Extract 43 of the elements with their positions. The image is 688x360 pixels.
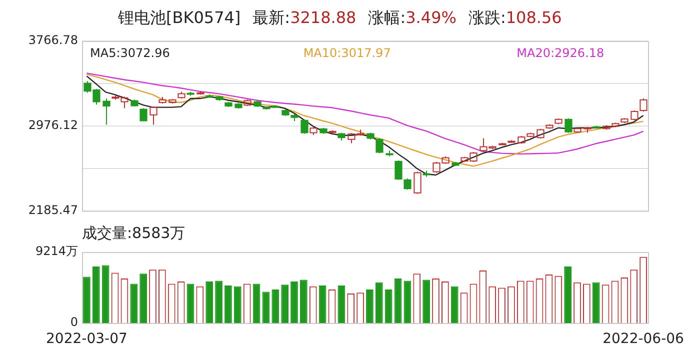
bar <box>234 286 242 323</box>
bar <box>338 285 346 323</box>
bar <box>394 278 402 323</box>
bar <box>206 282 214 323</box>
bar <box>262 292 270 323</box>
text: MA10:3017.97 <box>303 46 391 60</box>
text: 涨跌:108.56 <box>468 8 562 27</box>
text: MA20:2926.18 <box>516 46 604 60</box>
x-tick-label: 2022-03-07 <box>46 331 128 348</box>
bar <box>564 266 572 323</box>
candlestick <box>150 106 158 126</box>
bar <box>215 280 222 323</box>
y-tick-label: 2976.12 <box>28 118 78 132</box>
bar <box>92 266 100 323</box>
bar <box>375 282 383 323</box>
chart-title: 锂电池[BK0574] <box>118 8 241 27</box>
bar <box>422 280 430 323</box>
y-tick-label: 2185.47 <box>28 202 78 217</box>
bar <box>83 276 90 323</box>
bar <box>290 282 298 323</box>
bar <box>272 289 280 323</box>
bar <box>318 285 326 323</box>
bar <box>281 284 288 323</box>
bar <box>130 284 138 323</box>
y-tick-label: 9214万 <box>35 244 78 258</box>
bar <box>224 285 232 323</box>
series-label: MA5:3072.96 <box>90 46 170 60</box>
bar <box>186 284 194 323</box>
bar <box>404 280 412 323</box>
bar <box>450 286 458 323</box>
bar <box>300 280 308 323</box>
bar <box>592 282 600 323</box>
bar <box>252 284 260 323</box>
bar <box>384 289 392 323</box>
x-tick-label: 2022-06-06 <box>602 331 684 348</box>
text: 最新:3218.88 <box>252 8 356 27</box>
bar <box>366 289 374 323</box>
y-tick-label: 0 <box>70 315 78 330</box>
bar <box>102 265 110 323</box>
chart-title: 成交量:8583万 <box>82 224 186 243</box>
bar <box>140 274 147 323</box>
text: 涨幅:3.49% <box>368 8 456 27</box>
y-tick-label: 3766.78 <box>28 33 78 48</box>
